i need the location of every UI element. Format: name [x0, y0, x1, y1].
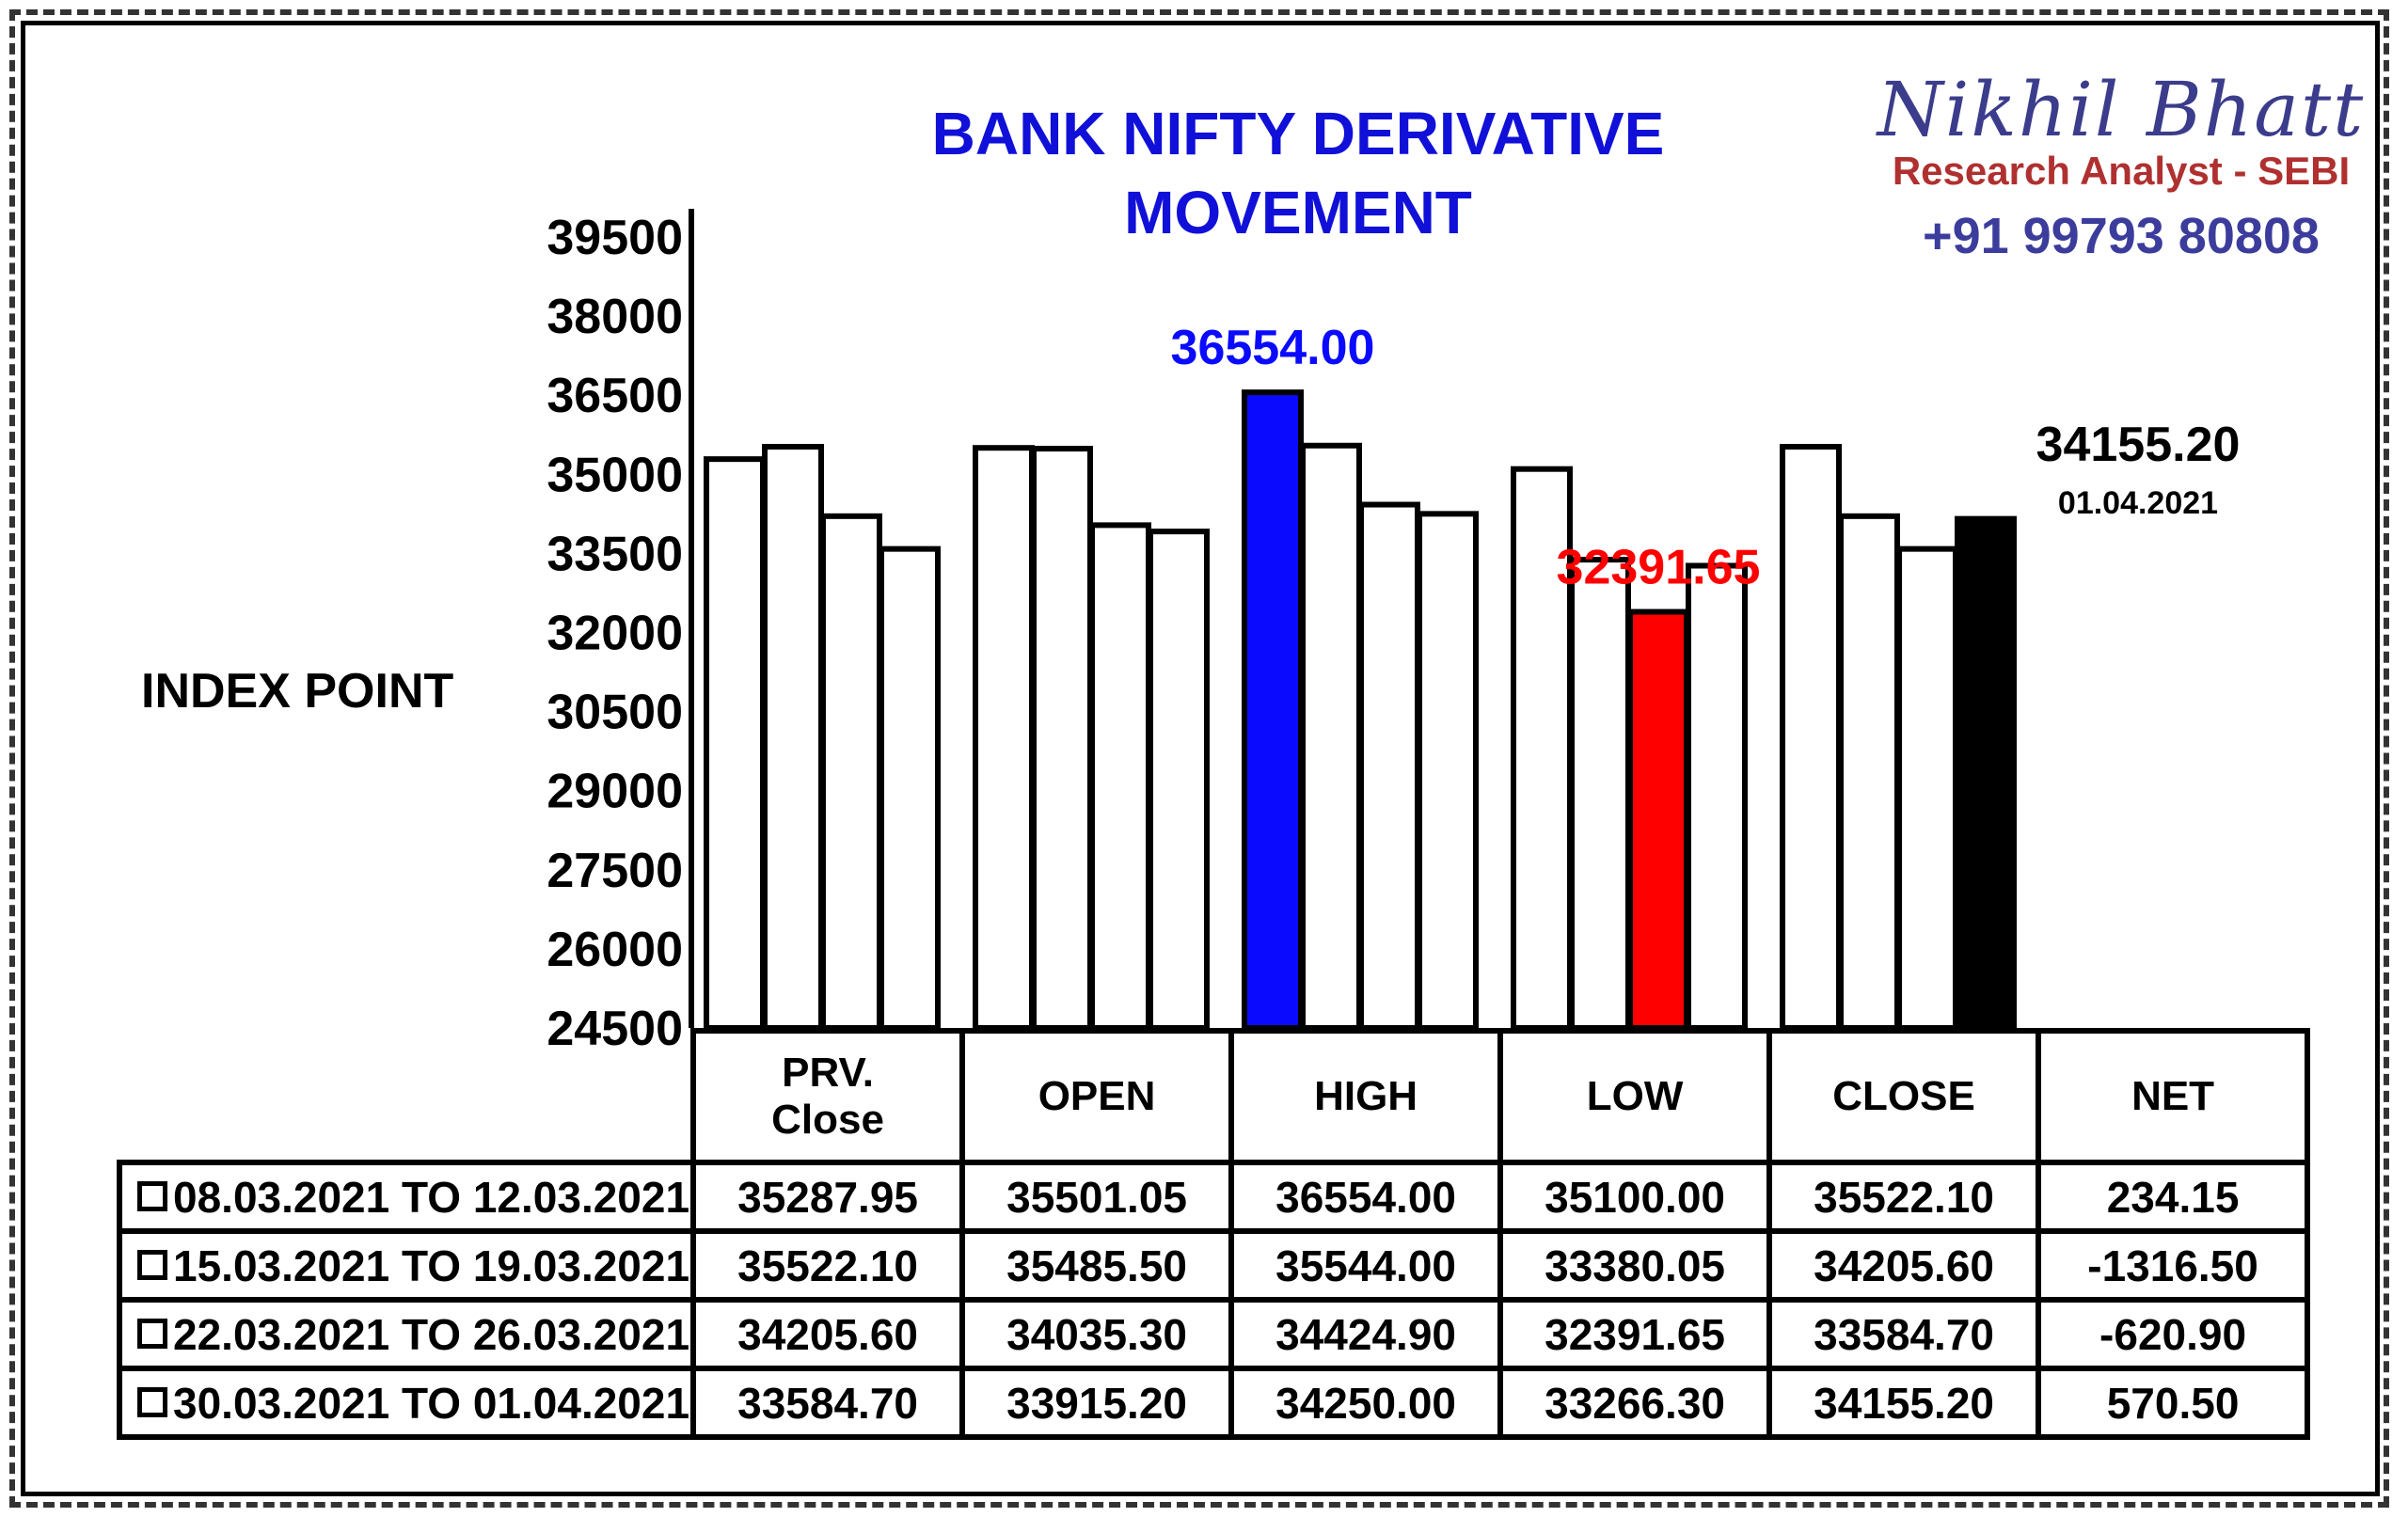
- table-row: 15.03.2021 TO 19.03.2021 35522.10 35485.…: [116, 1228, 2311, 1303]
- bar: [1838, 513, 1900, 1031]
- bar: [1148, 529, 1210, 1031]
- bar: [1242, 389, 1304, 1031]
- cell-open: 35485.50: [959, 1228, 1235, 1303]
- legend-swatch: [137, 1387, 167, 1418]
- cell-net: 570.50: [2036, 1366, 2311, 1440]
- cell-net: 234.15: [2036, 1160, 2311, 1234]
- cell-low: 35100.00: [1497, 1160, 1773, 1234]
- bar: [1089, 522, 1151, 1031]
- legend-swatch: [137, 1250, 167, 1281]
- chart-title: BANK NIFTY DERIVATIVE MOVEMENT: [931, 100, 1665, 246]
- header-close: CLOSE: [1766, 1028, 2042, 1165]
- y-tick-label: 32000: [547, 607, 683, 661]
- cell-open: 33915.20: [959, 1366, 1235, 1440]
- watermark-name: Nikhil Bhatt: [1877, 66, 2366, 153]
- y-tick-label: 27500: [547, 844, 683, 898]
- bar: [704, 456, 766, 1032]
- row-label: 30.03.2021 TO 01.04.2021: [116, 1366, 697, 1440]
- bar: [1686, 562, 1748, 1032]
- cell-prv-close: 34205.60: [690, 1297, 966, 1371]
- legend-swatch: [137, 1181, 167, 1212]
- bar: [1358, 501, 1420, 1031]
- table-corner: [119, 1031, 693, 1162]
- cell-open: 34035.30: [959, 1297, 1235, 1371]
- y-tick-label: 38000: [547, 290, 683, 344]
- row-label: 08.03.2021 TO 12.03.2021: [116, 1160, 697, 1234]
- cell-open: 35501.05: [959, 1160, 1235, 1234]
- cell-net: -620.90: [2036, 1297, 2311, 1371]
- bar: [1896, 545, 1958, 1031]
- cell-close: 34205.60: [1766, 1228, 2042, 1303]
- data-table: PRV. Close OPEN HIGH LOW CLOSE NET 08.03…: [116, 1028, 2311, 1440]
- y-tick-label: 29000: [547, 765, 683, 819]
- callout-sublabel: 01.04.2021: [2058, 485, 2218, 521]
- row-label-text: 22.03.2021 TO 26.03.2021: [173, 1309, 690, 1359]
- bar: [973, 445, 1035, 1031]
- watermark-role: Research Analyst - SEBI: [1892, 149, 2351, 193]
- row-label-text: 15.03.2021 TO 19.03.2021: [173, 1240, 690, 1290]
- cell-low: 33380.05: [1497, 1228, 1773, 1303]
- y-tick-label: 26000: [547, 923, 683, 977]
- table-row: 30.03.2021 TO 01.04.2021 33584.70 33915.…: [116, 1366, 2311, 1440]
- inner-border: [21, 21, 2380, 1496]
- watermark-phone: +91 99793 80808: [1923, 208, 2320, 264]
- cell-low: 32391.65: [1497, 1297, 1773, 1371]
- cell-high: 36554.00: [1228, 1160, 1504, 1234]
- cell-high: 34424.90: [1228, 1297, 1504, 1371]
- row-label-text: 30.03.2021 TO 01.04.2021: [173, 1378, 690, 1428]
- bar: [1780, 444, 1842, 1031]
- cell-prv-close: 33584.70: [690, 1366, 966, 1440]
- bar: [1955, 515, 2017, 1031]
- row-label-text: 08.03.2021 TO 12.03.2021: [173, 1172, 690, 1222]
- cell-high: 34250.00: [1228, 1366, 1504, 1440]
- cell-low: 33266.30: [1497, 1366, 1773, 1440]
- bar: [1417, 511, 1479, 1031]
- y-axis-label: INDEX POINT: [141, 664, 454, 719]
- cell-prv-close: 35287.95: [690, 1160, 966, 1234]
- table-row: 22.03.2021 TO 26.03.2021 34205.60 34035.…: [116, 1297, 2311, 1371]
- bar: [879, 545, 941, 1031]
- callout-label: 36554.00: [1171, 321, 1375, 375]
- cell-prv-close: 35522.10: [690, 1228, 966, 1303]
- row-label: 15.03.2021 TO 19.03.2021: [116, 1228, 697, 1303]
- cell-high: 35544.00: [1228, 1228, 1504, 1303]
- y-tick-label: 24500: [547, 1002, 683, 1056]
- header-open: OPEN: [959, 1028, 1235, 1165]
- y-tick-label: 36500: [547, 369, 683, 423]
- y-tick-label: 33500: [547, 527, 683, 581]
- table-row: 08.03.2021 TO 12.03.2021 35287.95 35501.…: [116, 1160, 2311, 1234]
- legend-swatch: [137, 1319, 167, 1350]
- y-tick-label: 30500: [547, 686, 683, 740]
- y-tick-label: 35000: [547, 448, 683, 502]
- header-net: NET: [2036, 1028, 2311, 1165]
- callout-label: 34155.20: [2036, 418, 2241, 472]
- callout-label: 32391.65: [1557, 541, 1761, 595]
- bar: [1511, 466, 1573, 1031]
- header-prv-close: PRV. Close: [690, 1028, 966, 1165]
- row-label: 22.03.2021 TO 26.03.2021: [116, 1297, 697, 1371]
- cell-close: 33584.70: [1766, 1297, 2042, 1371]
- bar: [820, 513, 882, 1031]
- cell-close: 35522.10: [1766, 1160, 2042, 1234]
- bar: [762, 444, 824, 1031]
- header-high: HIGH: [1228, 1028, 1504, 1165]
- cell-close: 34155.20: [1766, 1366, 2042, 1440]
- header-low: LOW: [1497, 1028, 1773, 1165]
- bar: [1031, 446, 1093, 1031]
- bar: [1627, 608, 1689, 1031]
- outer-dashed-border: [9, 9, 2389, 1508]
- table-header-row: PRV. Close OPEN HIGH LOW CLOSE NET: [119, 1028, 2311, 1165]
- bar: [1300, 442, 1362, 1031]
- y-tick-label: 39500: [547, 211, 683, 265]
- cell-net: -1316.50: [2036, 1228, 2311, 1303]
- bar: [1569, 557, 1631, 1031]
